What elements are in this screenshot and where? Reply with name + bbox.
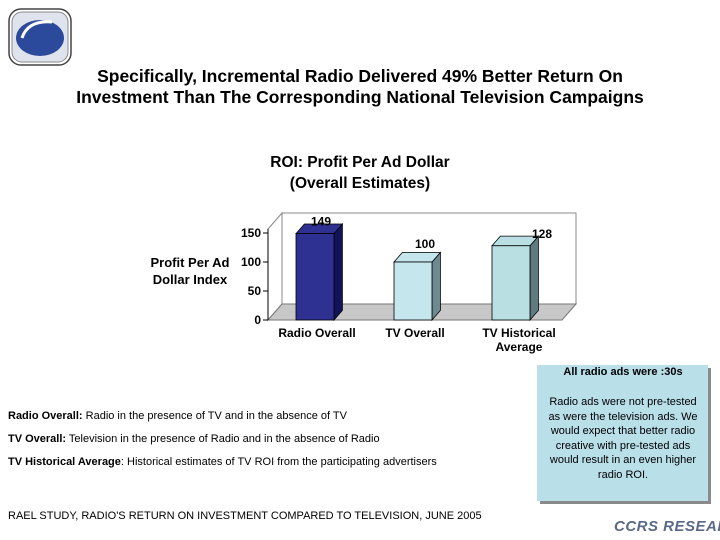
- brand-wordmark: CCRS RESEARCH: [614, 518, 720, 535]
- data-label: 149: [311, 215, 331, 229]
- y-axis-label-line-1: Profit Per Ad: [150, 255, 230, 270]
- definitions-list: Radio Overall: Radio in the presence of …: [8, 410, 437, 479]
- page-headline: Specifically, Incremental Radio Delivere…: [0, 66, 720, 108]
- note-box: [537, 365, 708, 501]
- y-tick-label: 150: [241, 226, 261, 240]
- x-tick-label: TV Historical: [482, 326, 555, 340]
- note-text: Radio ads were not pre-tested as were th…: [548, 396, 698, 481]
- bar-top: [393, 251, 442, 263]
- definition-term: TV Overall:: [8, 433, 67, 445]
- definition-text: Television in the presence of Radio and …: [66, 433, 380, 445]
- definition-text: : Historical estimates of TV ROI from th…: [120, 456, 437, 468]
- company-logo: [8, 8, 72, 66]
- definition-tv-historical-average: TV Historical Average: Historical estima…: [8, 456, 437, 469]
- chart-side-wall: [267, 211, 283, 322]
- data-label: 128: [532, 227, 552, 241]
- headline-line-1: Specifically, Incremental Radio Delivere…: [97, 66, 623, 86]
- bar: [491, 245, 531, 321]
- chart-title: ROI: Profit Per Ad Dollar (Overall Estim…: [190, 152, 530, 194]
- chart-title-line-1: ROI: Profit Per Ad Dollar: [270, 154, 450, 171]
- definition-term: TV Historical Average: [8, 456, 121, 468]
- chart-title-line-2: (Overall Estimates): [289, 175, 431, 192]
- source-citation: RAEL STUDY, RADIO'S RETURN ON INVESTMENT…: [8, 510, 482, 522]
- y-tick-label: 100: [241, 255, 261, 269]
- bar: [295, 233, 335, 321]
- bar: [393, 261, 433, 321]
- roi-bar-chart: 0 50 100 150 149 Radio Overall 100 TV Overall 12…: [241, 211, 578, 354]
- note-header: All radio ads were :30s: [563, 366, 683, 378]
- bar-side: [529, 235, 539, 322]
- y-axis-label-line-2: Dollar Index: [152, 272, 228, 287]
- y-tick-label: 0: [254, 313, 261, 327]
- data-label: 100: [415, 237, 435, 251]
- headline-line-2: Investment Than The Corresponding Nation…: [76, 87, 644, 107]
- x-tick-label: Radio Overall: [278, 326, 355, 340]
- x-tick-label: TV Overall: [385, 326, 444, 340]
- bar-side: [431, 251, 441, 322]
- definition-term: Radio Overall:: [8, 410, 83, 422]
- definition-text: Radio in the presence of TV and in the a…: [82, 410, 347, 422]
- definition-tv-overall: TV Overall: Television in the presence o…: [8, 433, 437, 446]
- x-tick-label: Average: [496, 340, 543, 354]
- bar-side: [333, 222, 343, 322]
- definition-radio-overall: Radio Overall: Radio in the presence of …: [8, 410, 437, 423]
- y-axis-label: Profit Per Ad Dollar Index: [140, 254, 240, 288]
- y-tick-label: 50: [248, 284, 262, 298]
